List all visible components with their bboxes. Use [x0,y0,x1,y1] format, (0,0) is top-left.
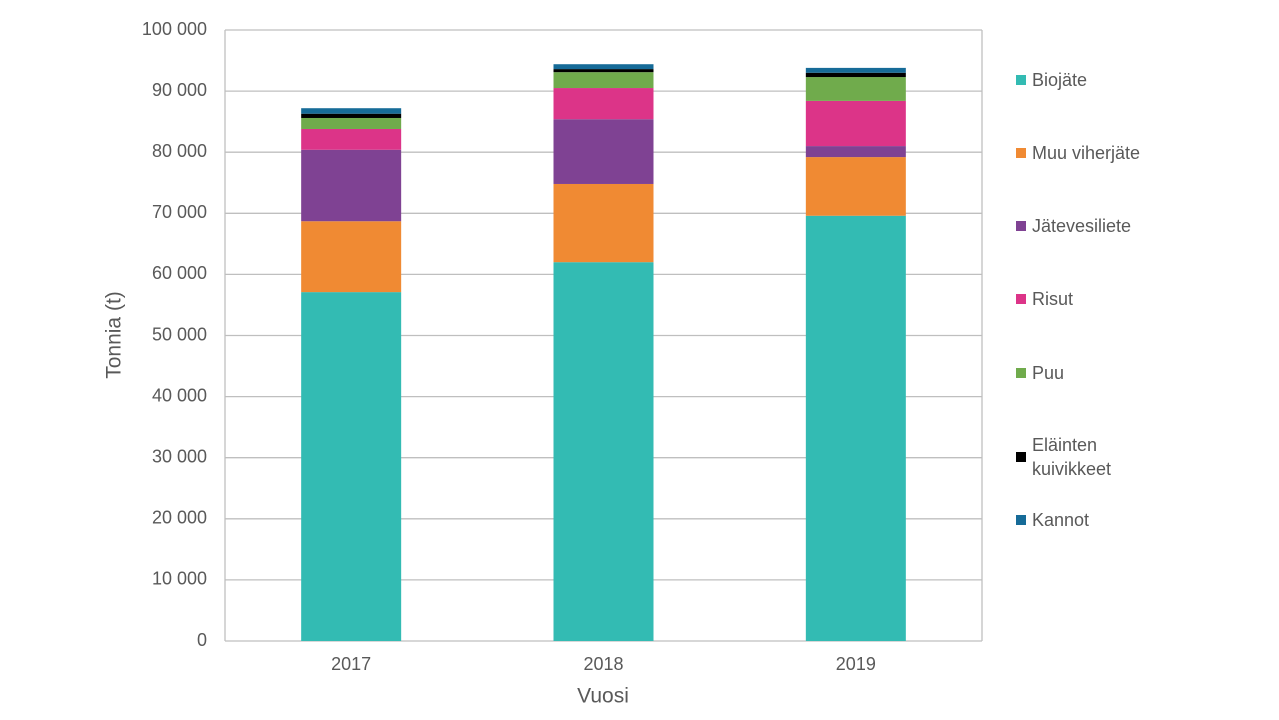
y-tick-label: 80 000 [152,141,207,161]
x-axis-title: Vuosi [577,685,629,708]
y-tick-label: 70 000 [152,202,207,222]
bar-segment [553,64,654,70]
y-tick-label: 40 000 [152,385,207,405]
bar-segment [553,88,654,120]
legend-swatch [1016,221,1026,231]
x-tick-label: 2018 [583,654,623,674]
bar-segment [301,221,402,293]
legend-entry: Eläinten kuivikkeet [1016,433,1166,481]
x-tick-label: 2017 [331,654,371,674]
legend-label: Muu viherjäte [1032,143,1141,163]
bar-segment [553,119,654,184]
y-tick-label: 50 000 [152,324,207,344]
legend-swatch [1016,368,1026,378]
bar-segment [805,67,906,73]
bar-segment [301,117,402,129]
y-tick-label: 90 000 [152,80,207,100]
legend-swatch [1016,75,1026,85]
legend-swatch [1016,452,1026,462]
legend-entry: Risut [1016,287,1166,311]
bar-segment [805,100,906,147]
y-tick-label: 100 000 [142,19,207,39]
bar-segment [553,69,654,73]
bar-segment [301,149,402,222]
legend-label: Puu [1032,363,1065,383]
y-tick-label: 0 [197,630,207,650]
legend-label: Biojäte [1032,70,1088,90]
legend-entry: Puu [1016,361,1166,385]
bar-segment [805,77,906,101]
bar-segment [553,262,654,641]
y-axis-title: Tonnia (t) [103,291,126,379]
bar-segment [805,157,906,216]
legend-entry: Jätevesiliete [1016,214,1166,238]
y-tick-label: 60 000 [152,263,207,283]
y-tick-label: 20 000 [152,508,207,528]
legend-label: Kannot [1032,510,1090,530]
bar-segment [301,113,402,118]
legend-entry: Biojäte [1016,68,1166,92]
bar-segment [553,72,654,89]
bar-segment [553,183,654,263]
legend-entry: Muu viherjäte [1016,141,1166,165]
y-tick-label: 30 000 [152,446,207,466]
legend-swatch [1016,515,1026,525]
bar-segment [301,108,402,114]
x-tick-label: 2019 [836,654,876,674]
bar-segment [805,72,906,78]
legend-label: Eläinten kuivikkeet [1032,435,1112,479]
legend-swatch [1016,148,1026,158]
bar-segment [301,128,402,150]
bar-segment [805,146,906,158]
bar-segment [805,215,906,641]
legend-label: Risut [1032,289,1074,309]
legend-swatch [1016,294,1026,304]
y-tick-label: 10 000 [152,569,207,589]
legend-entry: Kannot [1016,508,1166,532]
legend-label: Jätevesiliete [1032,216,1132,236]
bar-segment [301,292,402,641]
